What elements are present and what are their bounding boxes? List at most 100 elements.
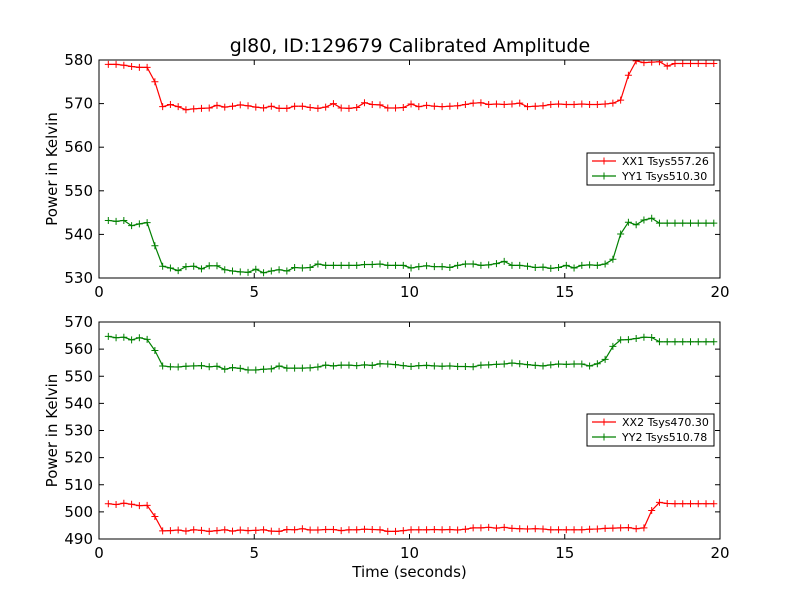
data-point xyxy=(586,261,594,269)
y-tick-label: 540 xyxy=(64,394,93,412)
data-point xyxy=(135,63,143,71)
data-point xyxy=(562,360,570,368)
data-point xyxy=(523,525,531,533)
data-point xyxy=(648,214,656,222)
data-point xyxy=(298,525,306,533)
data-point xyxy=(609,99,617,107)
data-point xyxy=(570,264,578,272)
data-point xyxy=(531,525,539,533)
data-point xyxy=(252,265,260,273)
data-point xyxy=(353,261,361,269)
data-point xyxy=(236,268,244,276)
data-point xyxy=(120,499,128,507)
legend-marker xyxy=(600,433,608,441)
data-point xyxy=(593,100,601,108)
y-tick-label: 560 xyxy=(64,340,93,358)
data-point xyxy=(555,264,563,272)
y-tick-label: 570 xyxy=(64,313,93,331)
data-point xyxy=(306,526,314,534)
data-point xyxy=(423,101,431,109)
data-point xyxy=(601,260,609,268)
data-point xyxy=(663,219,671,227)
data-point xyxy=(415,362,423,370)
data-point xyxy=(477,524,485,532)
data-point xyxy=(353,362,361,370)
data-point xyxy=(236,364,244,372)
data-point xyxy=(423,526,431,534)
data-point xyxy=(174,103,182,111)
data-point xyxy=(655,219,663,227)
data-point xyxy=(632,221,640,229)
x-tick-label: 10 xyxy=(400,283,419,301)
data-point xyxy=(267,102,275,110)
data-point xyxy=(539,102,547,110)
data-point xyxy=(578,360,586,368)
series-1-1 xyxy=(104,60,718,114)
data-point xyxy=(461,260,469,268)
y-tick-label: 530 xyxy=(64,422,93,440)
y-tick-label: 540 xyxy=(64,225,93,243)
data-point xyxy=(244,102,252,110)
data-point xyxy=(640,524,648,532)
data-point xyxy=(586,100,594,108)
data-point xyxy=(438,526,446,534)
data-point xyxy=(710,500,718,508)
data-point xyxy=(166,264,174,272)
legend-marker xyxy=(600,157,608,165)
data-point xyxy=(182,106,190,114)
x-tick-label: 5 xyxy=(249,283,259,301)
series-2-2 xyxy=(104,332,718,374)
data-point xyxy=(710,338,718,346)
data-point xyxy=(128,500,136,508)
data-point xyxy=(298,264,306,272)
data-point xyxy=(454,526,462,534)
data-point xyxy=(648,60,656,66)
data-point xyxy=(229,527,237,535)
data-point xyxy=(492,360,500,368)
data-point xyxy=(415,103,423,111)
data-point xyxy=(190,105,198,113)
data-point xyxy=(190,526,198,534)
data-point xyxy=(143,63,151,71)
data-point xyxy=(485,261,493,269)
data-point xyxy=(632,335,640,343)
data-point xyxy=(446,264,454,272)
data-point xyxy=(128,222,136,230)
series-2-1 xyxy=(104,498,718,535)
y-tick-label: 500 xyxy=(64,503,93,521)
data-point xyxy=(197,265,205,273)
data-point xyxy=(298,102,306,110)
data-point xyxy=(314,104,322,112)
data-point xyxy=(461,525,469,533)
data-point xyxy=(570,360,578,368)
data-point xyxy=(430,362,438,370)
data-point xyxy=(523,361,531,369)
data-point xyxy=(539,362,547,370)
data-point xyxy=(423,262,431,270)
data-point xyxy=(337,104,345,112)
series-1-2 xyxy=(104,214,718,277)
data-point xyxy=(586,362,594,370)
x-tick-label: 0 xyxy=(94,283,104,301)
data-point xyxy=(555,360,563,368)
data-point xyxy=(291,264,299,272)
data-point xyxy=(353,526,361,534)
data-point xyxy=(329,362,337,370)
data-point xyxy=(213,101,221,109)
data-point xyxy=(500,360,508,368)
data-point xyxy=(151,78,159,86)
data-point xyxy=(423,361,431,369)
legend-label: YY1 Tsys510.30 xyxy=(621,170,707,183)
x-tick-label: 5 xyxy=(249,544,259,562)
data-point xyxy=(213,527,221,535)
data-point xyxy=(516,525,524,533)
data-point xyxy=(461,100,469,108)
data-point xyxy=(617,230,625,238)
x-tick-label: 15 xyxy=(555,283,574,301)
data-point xyxy=(112,334,120,342)
data-point xyxy=(454,362,462,370)
data-point xyxy=(624,71,632,79)
data-point xyxy=(469,260,477,268)
data-point xyxy=(392,261,400,269)
data-point xyxy=(485,361,493,369)
